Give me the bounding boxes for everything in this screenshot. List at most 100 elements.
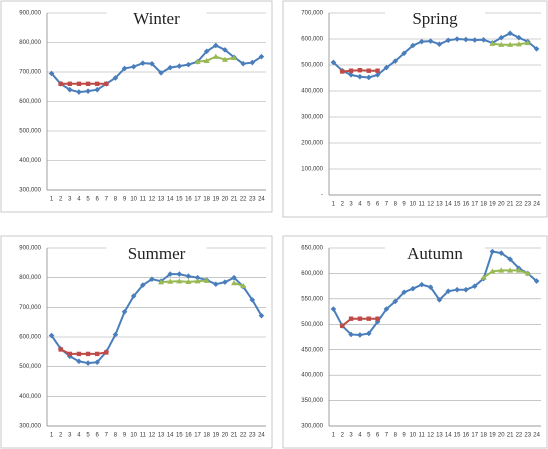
x-tick-label: 16 xyxy=(185,433,192,439)
y-tick-label: 700,000 xyxy=(301,11,323,17)
point-marker xyxy=(167,271,173,277)
x-tick-label: 4 xyxy=(358,433,362,439)
x-tick-label: 20 xyxy=(222,197,229,203)
x-tick-label: 12 xyxy=(427,433,434,439)
point-marker xyxy=(140,282,146,288)
point-marker xyxy=(222,279,228,285)
point-marker xyxy=(121,308,128,315)
y-tick-label: 600,000 xyxy=(301,37,323,43)
chart-title: Summer xyxy=(128,244,186,263)
point-marker xyxy=(158,70,164,76)
title-box xyxy=(385,242,485,268)
x-tick-label: 13 xyxy=(158,433,165,439)
point-marker xyxy=(515,267,522,273)
y-tick-label: 900,000 xyxy=(19,11,41,17)
title-box xyxy=(106,242,207,268)
point-marker xyxy=(194,58,201,64)
x-tick-label: 11 xyxy=(140,433,147,439)
point-marker xyxy=(258,312,265,319)
point-marker xyxy=(427,284,434,290)
x-tick-label: 21 xyxy=(231,433,238,439)
point-marker xyxy=(85,351,91,357)
x-tick-label: 10 xyxy=(410,433,417,439)
point-marker xyxy=(85,81,91,86)
x-tick-label: 5 xyxy=(367,202,371,208)
point-marker xyxy=(249,59,256,66)
x-tick-label: 19 xyxy=(212,433,219,439)
x-tick-label: 17 xyxy=(194,433,201,439)
x-tick-label: 19 xyxy=(212,197,219,203)
point-marker xyxy=(94,81,100,86)
x-tick-label: 6 xyxy=(376,433,380,439)
x-tick-label: 21 xyxy=(231,197,238,203)
y-tick-label: - xyxy=(321,193,323,199)
point-marker xyxy=(489,40,496,46)
point-marker xyxy=(454,36,460,42)
y-tick-label: 600,000 xyxy=(19,99,41,105)
x-tick-label: 24 xyxy=(533,202,540,208)
chart-title: Autumn xyxy=(407,244,463,263)
x-tick-label: 10 xyxy=(410,202,417,208)
point-marker xyxy=(498,267,505,273)
x-tick-label: 24 xyxy=(258,433,265,439)
x-tick-label: 12 xyxy=(427,202,434,208)
x-tick-label: 10 xyxy=(130,197,137,203)
point-marker xyxy=(524,39,531,46)
y-tick-label: 300,000 xyxy=(19,188,41,194)
x-tick-label: 2 xyxy=(341,202,345,208)
chart-panel: - 100,000 200,000 300,000 400,000 500,000 600,… xyxy=(282,0,548,218)
point-marker xyxy=(348,316,354,321)
point-marker xyxy=(375,68,380,73)
point-marker xyxy=(533,278,540,284)
y-tick-label: 900,000 xyxy=(19,246,41,252)
point-marker xyxy=(185,273,192,279)
x-tick-label: 16 xyxy=(463,433,470,439)
point-marker xyxy=(213,281,219,287)
point-marker xyxy=(149,60,155,67)
point-marker xyxy=(240,60,246,67)
y-tick-label: 100,000 xyxy=(301,167,323,173)
x-tick-label: 17 xyxy=(194,197,201,203)
point-marker xyxy=(418,38,425,45)
y-tick-label: 200,000 xyxy=(301,141,323,147)
point-marker xyxy=(516,34,522,41)
point-marker xyxy=(112,331,119,338)
x-tick-label: 9 xyxy=(402,202,406,208)
x-tick-label: 23 xyxy=(249,197,256,203)
x-tick-label: 14 xyxy=(167,433,174,439)
x-tick-label: 22 xyxy=(516,433,523,439)
point-marker xyxy=(67,351,73,357)
x-tick-label: 7 xyxy=(385,202,389,208)
panel-border xyxy=(282,0,548,218)
point-marker xyxy=(249,297,256,303)
y-tick-label: 700,000 xyxy=(19,70,41,76)
y-tick-label: 300,000 xyxy=(301,115,323,121)
point-marker xyxy=(212,53,219,59)
y-tick-label: 400,000 xyxy=(19,394,41,400)
x-tick-label: 23 xyxy=(524,202,531,208)
x-tick-label: 23 xyxy=(249,433,256,439)
y-tick-label: 500,000 xyxy=(301,63,323,69)
x-tick-label: 1 xyxy=(332,433,336,439)
point-marker xyxy=(357,68,363,73)
x-tick-label: 7 xyxy=(105,433,109,439)
x-tick-label: 19 xyxy=(489,433,496,439)
panel-border xyxy=(0,0,273,213)
point-marker xyxy=(498,250,505,256)
x-tick-label: 1 xyxy=(50,433,54,439)
x-tick-label: 3 xyxy=(349,202,353,208)
point-marker xyxy=(374,72,381,78)
point-marker xyxy=(445,288,452,295)
point-marker xyxy=(130,293,137,299)
x-tick-label: 21 xyxy=(507,433,514,439)
x-tick-label: 11 xyxy=(419,433,426,439)
point-marker xyxy=(76,81,82,86)
x-tick-label: 2 xyxy=(59,197,63,203)
y-tick-label: 300,000 xyxy=(19,424,41,430)
x-tick-label: 10 xyxy=(130,433,137,439)
y-tick-label: 300,000 xyxy=(301,424,323,430)
x-tick-label: 11 xyxy=(140,197,147,203)
point-marker xyxy=(48,332,55,339)
x-tick-label: 14 xyxy=(445,202,452,208)
chart-panel: 300,000 400,000 500,000 600,000 700,000 800,0… xyxy=(0,235,273,449)
